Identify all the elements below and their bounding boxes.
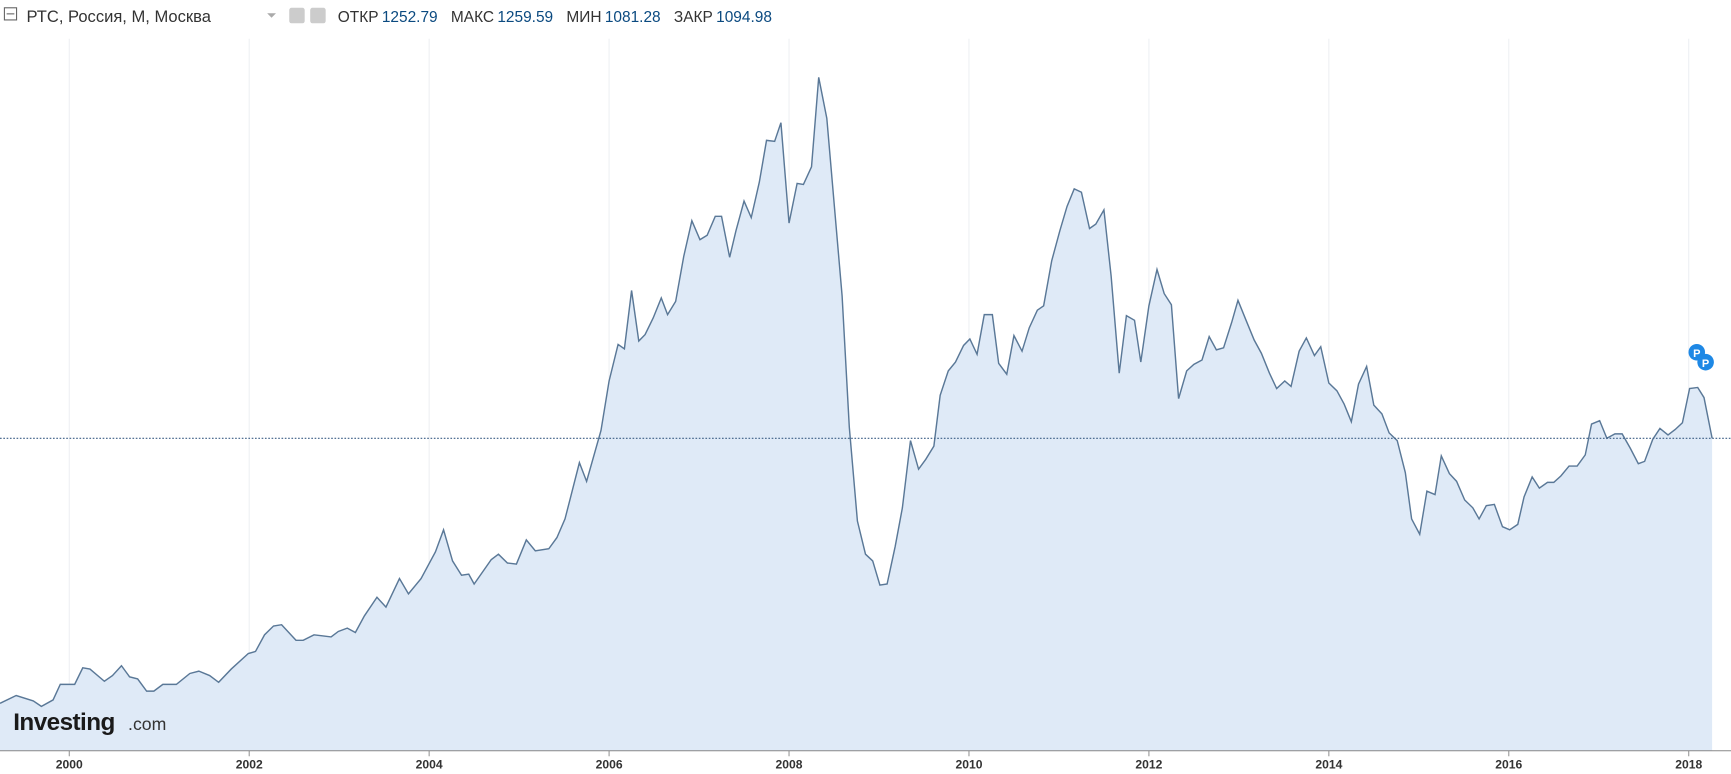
x-tick-label: 2002 — [236, 757, 263, 771]
stat-label: ЗАКР — [674, 9, 713, 26]
x-tick-label: 2016 — [1495, 757, 1522, 771]
event-marker-icon: P — [1702, 358, 1709, 370]
x-tick-label: 2008 — [776, 757, 803, 771]
watermark-brand: Investing — [13, 709, 115, 736]
dropdown-arrow[interactable] — [267, 13, 276, 18]
x-tick-label: 2006 — [596, 757, 623, 771]
stat-value: 1081.28 — [605, 9, 661, 26]
stat-label: МИН — [566, 9, 601, 26]
stat-label: МАКС — [451, 9, 494, 26]
price-line — [0, 77, 1713, 708]
plot-area: 2000 2002 2004 2006 2008 2010 2012 2014 2016 2018 — [0, 38, 1731, 771]
x-tick-label: 2004 — [416, 757, 443, 771]
x-tick-label: 2014 — [1315, 757, 1342, 771]
stat-label: ОТКР — [338, 9, 379, 26]
stat-value: 1259.59 — [497, 9, 553, 26]
x-tick-label: 2018 — [1675, 757, 1702, 771]
watermark-suffix: .com — [128, 714, 166, 734]
stat-value: 1252.79 — [382, 9, 438, 26]
event-marker-icon: P — [1693, 348, 1700, 360]
ohlc-stats: ОТКР 1252.79 МАКС 1259.59 МИН 1081.28 ЗАКР 1094… — [338, 9, 772, 26]
instrument-title: РТС, Россия, М, Москва — [26, 7, 211, 26]
eye-icon[interactable] — [289, 7, 305, 24]
event-marker[interactable] — [1697, 353, 1714, 371]
stat-value: 1094.98 — [716, 9, 772, 26]
settings-icon[interactable] — [310, 7, 326, 24]
x-tick-label: 2010 — [955, 757, 982, 771]
area-fill — [0, 77, 1713, 751]
x-tick-label: 2000 — [56, 757, 83, 771]
x-tick-label: 2012 — [1135, 757, 1162, 771]
